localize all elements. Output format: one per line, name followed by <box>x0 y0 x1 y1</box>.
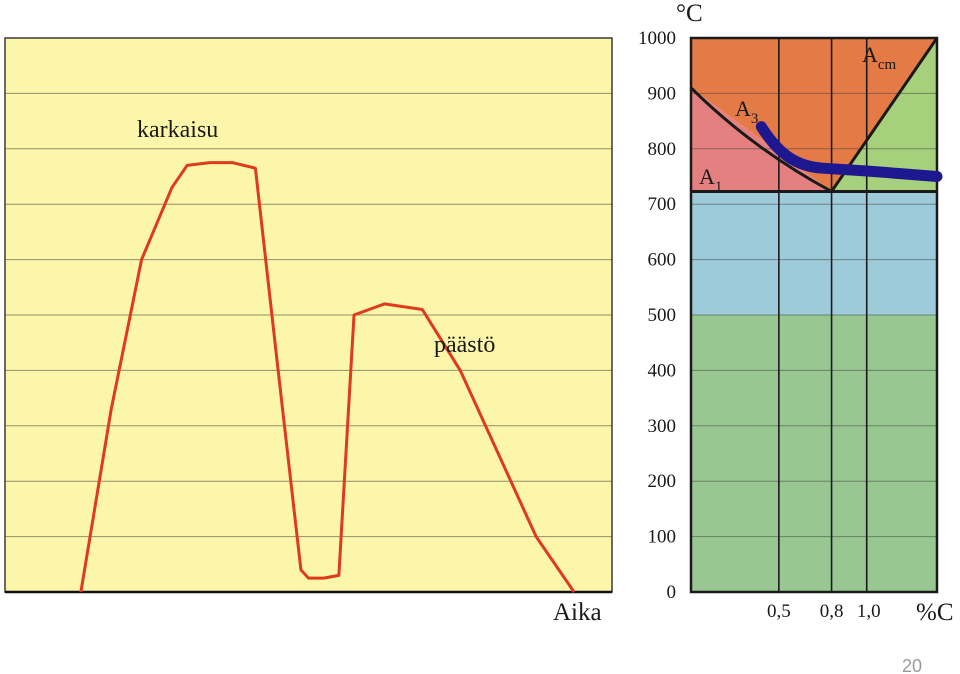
time-temperature-chart: karkaisu päästö Aika <box>4 37 613 626</box>
temperature-tick: 900 <box>648 83 677 104</box>
temperature-tick: 600 <box>648 250 677 271</box>
iron-carbon-diagram: 0 100 200 300 400 500 600 700 800 900 1000 0,5 0,8 1… <box>638 0 954 626</box>
temperature-tick: 1000 <box>638 28 676 49</box>
phase-diagram-gridlines <box>689 36 939 594</box>
temperature-tick: 500 <box>648 305 677 326</box>
carbon-percent-label: %C <box>916 599 954 626</box>
carbon-tick: 0,8 <box>820 601 844 622</box>
time-axis-label: Aika <box>553 599 602 626</box>
acm-main: A <box>862 42 878 67</box>
temperature-tick: 100 <box>648 527 677 548</box>
carbon-tick-labels: 0,5 0,8 1,0 <box>767 601 881 622</box>
a1-zone-label: A1 <box>699 164 722 195</box>
paasto-label: päästö <box>434 332 495 358</box>
carbon-tick: 1,0 <box>857 601 881 622</box>
a1-main: A <box>699 164 715 189</box>
temperature-tick: 800 <box>648 139 677 160</box>
temperature-tick-labels: 0 100 200 300 400 500 600 700 800 900 1000 <box>638 28 676 603</box>
a3-sub: 3 <box>751 111 759 127</box>
karkaisu-label: karkaisu <box>137 117 218 143</box>
tempering-temperature-line <box>755 121 943 182</box>
phase-band <box>691 191 937 315</box>
a1-sub: 1 <box>715 179 723 195</box>
time-temperature-gridlines <box>4 37 613 594</box>
temperature-tick: 0 <box>667 582 677 603</box>
acm-zone-label: Acm <box>862 42 897 73</box>
carbon-tick: 0,5 <box>767 601 791 622</box>
austenite-ferrite-zone <box>691 87 832 192</box>
a3-line <box>689 86 833 193</box>
temperature-tick: 300 <box>648 416 677 437</box>
a3-main: A <box>735 96 751 121</box>
a3-zone-label: A3 <box>735 96 758 127</box>
phase-band <box>691 315 937 592</box>
temperature-tick: 200 <box>648 471 677 492</box>
heat-treatment-curve <box>79 161 576 593</box>
temperature-unit-label: °C <box>676 0 703 27</box>
acm-sub: cm <box>878 57 897 73</box>
page-number: 20 <box>902 656 922 674</box>
austenite-zone <box>691 38 937 192</box>
temperature-tick: 700 <box>648 194 677 215</box>
diagram-frame <box>689 36 939 594</box>
temperature-tick: 400 <box>648 360 677 381</box>
